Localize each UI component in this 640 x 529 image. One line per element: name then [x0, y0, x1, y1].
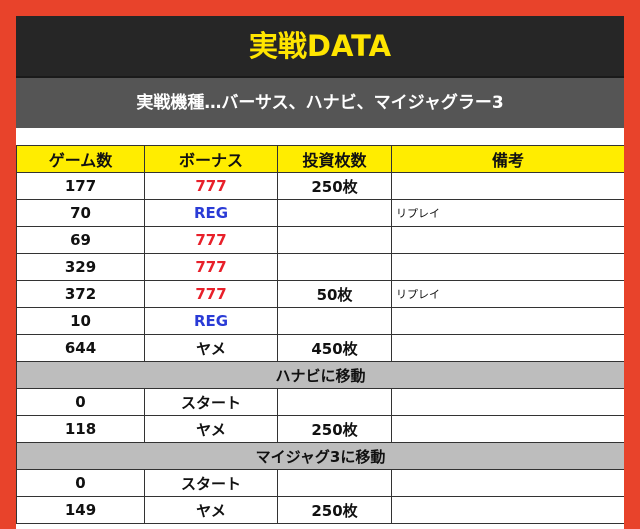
invest-cell: 50枚 [277, 280, 392, 308]
note-cell [391, 253, 624, 281]
table-row: 644 ヤメ 450枚 [16, 334, 624, 362]
table-row: 69 777 [16, 226, 624, 254]
header-games: ゲーム数 [16, 145, 145, 173]
section-row: マイジャグ3に移動 [16, 442, 624, 470]
table-row: 10 REG [16, 307, 624, 335]
machines-subtitle: 実戦機種…バーサス、ハナビ、マイジャグラー3 [16, 76, 624, 128]
section-row: ハナビに移動 [16, 361, 624, 389]
games-cell: 149 [16, 496, 145, 524]
bonus-cell: 777 [144, 253, 278, 281]
games-cell: 177 [16, 172, 145, 200]
bonus-cell: 777 [144, 280, 278, 308]
table-row: 149 ヤメ 250枚 [16, 496, 624, 524]
invest-cell [277, 253, 392, 281]
note-cell [391, 415, 624, 443]
page-title: 実戦DATA [16, 16, 624, 76]
table-row: 0 スタート [16, 388, 624, 416]
data-card: 実戦DATA 実戦機種…バーサス、ハナビ、マイジャグラー3 ゲーム数 ボーナス … [16, 16, 624, 529]
session-table: ゲーム数 ボーナス 投資枚数 備考 177 777 250枚 70 REG リプレイ 69 7… [16, 145, 624, 524]
note-cell [391, 172, 624, 200]
invest-cell [277, 199, 392, 227]
games-cell: 644 [16, 334, 145, 362]
table-row: 177 777 250枚 [16, 172, 624, 200]
games-cell: 70 [16, 199, 145, 227]
header-invest: 投資枚数 [277, 145, 392, 173]
table-row: 70 REG リプレイ [16, 199, 624, 227]
header-notes: 備考 [391, 145, 624, 173]
invest-cell: 450枚 [277, 334, 392, 362]
bonus-cell: 777 [144, 172, 278, 200]
header-bonus: ボーナス [144, 145, 278, 173]
bonus-cell: スタート [144, 469, 278, 497]
bonus-cell: ヤメ [144, 415, 278, 443]
note-cell [391, 469, 624, 497]
invest-cell: 250枚 [277, 172, 392, 200]
note-cell [391, 307, 624, 335]
games-cell: 10 [16, 307, 145, 335]
note-cell: リプレイ [391, 280, 624, 308]
bonus-cell: ヤメ [144, 496, 278, 524]
table-row: 329 777 [16, 253, 624, 281]
invest-cell [277, 307, 392, 335]
invest-cell [277, 388, 392, 416]
table-header-row: ゲーム数 ボーナス 投資枚数 備考 [16, 145, 624, 173]
table-row: 0 スタート [16, 469, 624, 497]
games-cell: 0 [16, 469, 145, 497]
table-row: 372 777 50枚 リプレイ [16, 280, 624, 308]
bonus-cell: 777 [144, 226, 278, 254]
invest-cell [277, 469, 392, 497]
games-cell: 372 [16, 280, 145, 308]
section-label: マイジャグ3に移動 [16, 442, 624, 470]
invest-cell: 250枚 [277, 415, 392, 443]
invest-cell: 250枚 [277, 496, 392, 524]
spacer [16, 128, 624, 145]
section-label: ハナビに移動 [16, 361, 624, 389]
games-cell: 0 [16, 388, 145, 416]
games-cell: 118 [16, 415, 145, 443]
note-cell [391, 388, 624, 416]
bonus-cell: スタート [144, 388, 278, 416]
games-cell: 69 [16, 226, 145, 254]
invest-cell [277, 226, 392, 254]
table-row: 118 ヤメ 250枚 [16, 415, 624, 443]
bonus-cell: ヤメ [144, 334, 278, 362]
games-cell: 329 [16, 253, 145, 281]
note-cell [391, 334, 624, 362]
bonus-cell: REG [144, 199, 278, 227]
note-cell [391, 496, 624, 524]
bonus-cell: REG [144, 307, 278, 335]
note-cell [391, 226, 624, 254]
table-body: 177 777 250枚 70 REG リプレイ 69 777 329 777 372 777 50枚リ… [16, 172, 624, 524]
note-cell: リプレイ [391, 199, 624, 227]
